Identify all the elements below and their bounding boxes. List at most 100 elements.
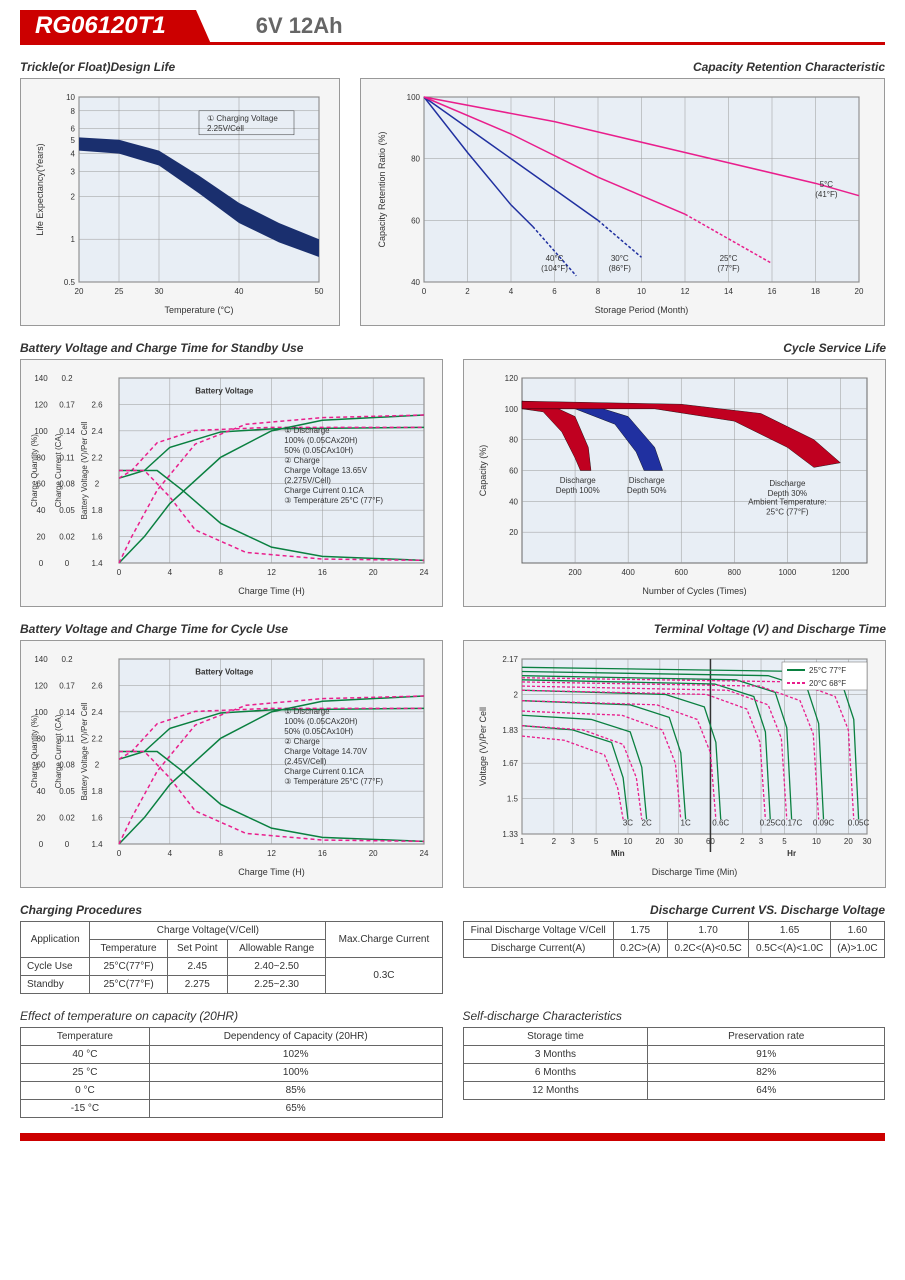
svg-text:16: 16 bbox=[318, 568, 327, 577]
svg-text:0.2: 0.2 bbox=[61, 374, 73, 383]
svg-text:1.5: 1.5 bbox=[507, 795, 519, 804]
svg-text:40: 40 bbox=[235, 287, 244, 296]
svg-text:2: 2 bbox=[71, 192, 76, 201]
svg-text:60: 60 bbox=[411, 216, 420, 225]
svg-text:3: 3 bbox=[570, 837, 575, 846]
svg-text:1.33: 1.33 bbox=[502, 830, 518, 839]
svg-text:(104°F): (104°F) bbox=[541, 264, 568, 273]
chart6: 1235102030602351020301.331.51.671.8322.1… bbox=[463, 640, 886, 888]
svg-text:Hr: Hr bbox=[787, 849, 796, 858]
svg-text:50: 50 bbox=[315, 287, 324, 296]
svg-text:Charge Current (CA): Charge Current (CA) bbox=[54, 433, 63, 507]
svg-text:24: 24 bbox=[420, 849, 429, 858]
svg-text:20: 20 bbox=[855, 287, 864, 296]
svg-text:25: 25 bbox=[115, 287, 124, 296]
svg-text:Ambient Temperature:: Ambient Temperature: bbox=[748, 497, 827, 506]
svg-text:10: 10 bbox=[66, 93, 75, 102]
svg-text:2: 2 bbox=[95, 761, 100, 770]
svg-text:(77°F): (77°F) bbox=[717, 264, 740, 273]
svg-text:400: 400 bbox=[621, 568, 635, 577]
svg-text:0.2: 0.2 bbox=[61, 655, 73, 664]
svg-text:60: 60 bbox=[509, 467, 518, 476]
svg-text:50% (0.05CAx10H): 50% (0.05CAx10H) bbox=[284, 446, 353, 455]
svg-text:40°C: 40°C bbox=[546, 254, 564, 263]
svg-text:0.17C: 0.17C bbox=[781, 818, 803, 827]
svg-text:1: 1 bbox=[520, 837, 525, 846]
header: RG06120T1 6V 12Ah bbox=[20, 10, 885, 45]
svg-text:Discharge: Discharge bbox=[629, 476, 666, 485]
svg-text:20: 20 bbox=[369, 568, 378, 577]
svg-text:1.83: 1.83 bbox=[502, 726, 518, 735]
svg-text:2.6: 2.6 bbox=[91, 400, 103, 409]
svg-text:0.25C: 0.25C bbox=[760, 818, 782, 827]
svg-text:80: 80 bbox=[509, 436, 518, 445]
table1-title: Charging Procedures bbox=[20, 903, 443, 917]
svg-text:20: 20 bbox=[369, 849, 378, 858]
svg-text:30°C: 30°C bbox=[611, 254, 629, 263]
svg-text:Depth 100%: Depth 100% bbox=[556, 486, 600, 495]
svg-text:② Charge: ② Charge bbox=[284, 737, 320, 746]
svg-text:Charge Current (CA): Charge Current (CA) bbox=[54, 714, 63, 788]
svg-text:③ Temperature 25°C (77°F): ③ Temperature 25°C (77°F) bbox=[284, 777, 383, 786]
svg-text:1200: 1200 bbox=[832, 568, 850, 577]
svg-text:10: 10 bbox=[624, 837, 633, 846]
svg-text:0.02: 0.02 bbox=[59, 814, 75, 823]
svg-text:1.8: 1.8 bbox=[91, 787, 103, 796]
svg-text:Discharge: Discharge bbox=[769, 479, 806, 488]
svg-text:2.2: 2.2 bbox=[91, 734, 103, 743]
svg-text:20: 20 bbox=[37, 533, 46, 542]
svg-text:8: 8 bbox=[218, 849, 223, 858]
svg-text:12: 12 bbox=[267, 849, 276, 858]
svg-text:Min: Min bbox=[611, 849, 625, 858]
svg-text:(2.275V/Cell): (2.275V/Cell) bbox=[284, 476, 331, 485]
svg-text:1.6: 1.6 bbox=[91, 533, 103, 542]
svg-text:5°C: 5°C bbox=[820, 180, 834, 189]
svg-text:2C: 2C bbox=[642, 818, 652, 827]
svg-text:8: 8 bbox=[596, 287, 601, 296]
svg-text:18: 18 bbox=[811, 287, 820, 296]
svg-text:0: 0 bbox=[65, 559, 70, 568]
svg-text:8: 8 bbox=[218, 568, 223, 577]
svg-text:② Charge: ② Charge bbox=[284, 456, 320, 465]
svg-text:Battery Voltage (V)/Per Cell: Battery Voltage (V)/Per Cell bbox=[80, 702, 89, 800]
svg-text:Number of Cycles (Times): Number of Cycles (Times) bbox=[642, 586, 746, 596]
svg-text:Charge Time (H): Charge Time (H) bbox=[238, 867, 305, 877]
svg-text:20: 20 bbox=[37, 814, 46, 823]
svg-text:Discharge: Discharge bbox=[560, 476, 597, 485]
svg-text:5: 5 bbox=[782, 837, 787, 846]
svg-text:2: 2 bbox=[95, 480, 100, 489]
svg-text:0: 0 bbox=[117, 849, 122, 858]
svg-text:Charge Voltage 13.65V: Charge Voltage 13.65V bbox=[284, 466, 367, 475]
svg-text:120: 120 bbox=[34, 400, 48, 409]
self-discharge-table: Storage timePreservation rate3 Months91%… bbox=[463, 1027, 886, 1100]
svg-text:Charge Voltage 14.70V: Charge Voltage 14.70V bbox=[284, 747, 367, 756]
svg-text:30: 30 bbox=[674, 837, 683, 846]
svg-text:14: 14 bbox=[724, 287, 733, 296]
chart5: 04812162024001.4200.021.6400.051.8600.08… bbox=[20, 640, 443, 888]
chart6-title: Terminal Voltage (V) and Discharge Time bbox=[463, 622, 886, 636]
svg-text:140: 140 bbox=[34, 374, 48, 383]
svg-text:100% (0.05CAx20H): 100% (0.05CAx20H) bbox=[284, 436, 358, 445]
svg-text:3: 3 bbox=[759, 837, 764, 846]
svg-text:① Discharge: ① Discharge bbox=[284, 426, 330, 435]
svg-text:(41°F): (41°F) bbox=[815, 190, 838, 199]
svg-text:2.25V/Cell: 2.25V/Cell bbox=[207, 124, 244, 133]
svg-text:6: 6 bbox=[552, 287, 557, 296]
svg-text:1.4: 1.4 bbox=[91, 559, 103, 568]
svg-text:Capacity Retention Ratio (%): Capacity Retention Ratio (%) bbox=[377, 131, 387, 247]
svg-text:5: 5 bbox=[71, 136, 76, 145]
svg-text:20: 20 bbox=[509, 528, 518, 537]
svg-text:Temperature (°C): Temperature (°C) bbox=[164, 305, 233, 315]
svg-text:2.6: 2.6 bbox=[91, 681, 103, 690]
svg-text:0: 0 bbox=[39, 840, 44, 849]
svg-text:12: 12 bbox=[681, 287, 690, 296]
svg-text:0.17: 0.17 bbox=[59, 681, 75, 690]
svg-text:120: 120 bbox=[34, 681, 48, 690]
svg-text:Battery Voltage: Battery Voltage bbox=[195, 386, 254, 395]
chart5-title: Battery Voltage and Charge Time for Cycl… bbox=[20, 622, 443, 636]
svg-text:40: 40 bbox=[411, 278, 420, 287]
svg-text:0.02: 0.02 bbox=[59, 533, 75, 542]
svg-text:16: 16 bbox=[768, 287, 777, 296]
chart4-title: Cycle Service Life bbox=[463, 341, 886, 355]
svg-text:1C: 1C bbox=[681, 818, 691, 827]
